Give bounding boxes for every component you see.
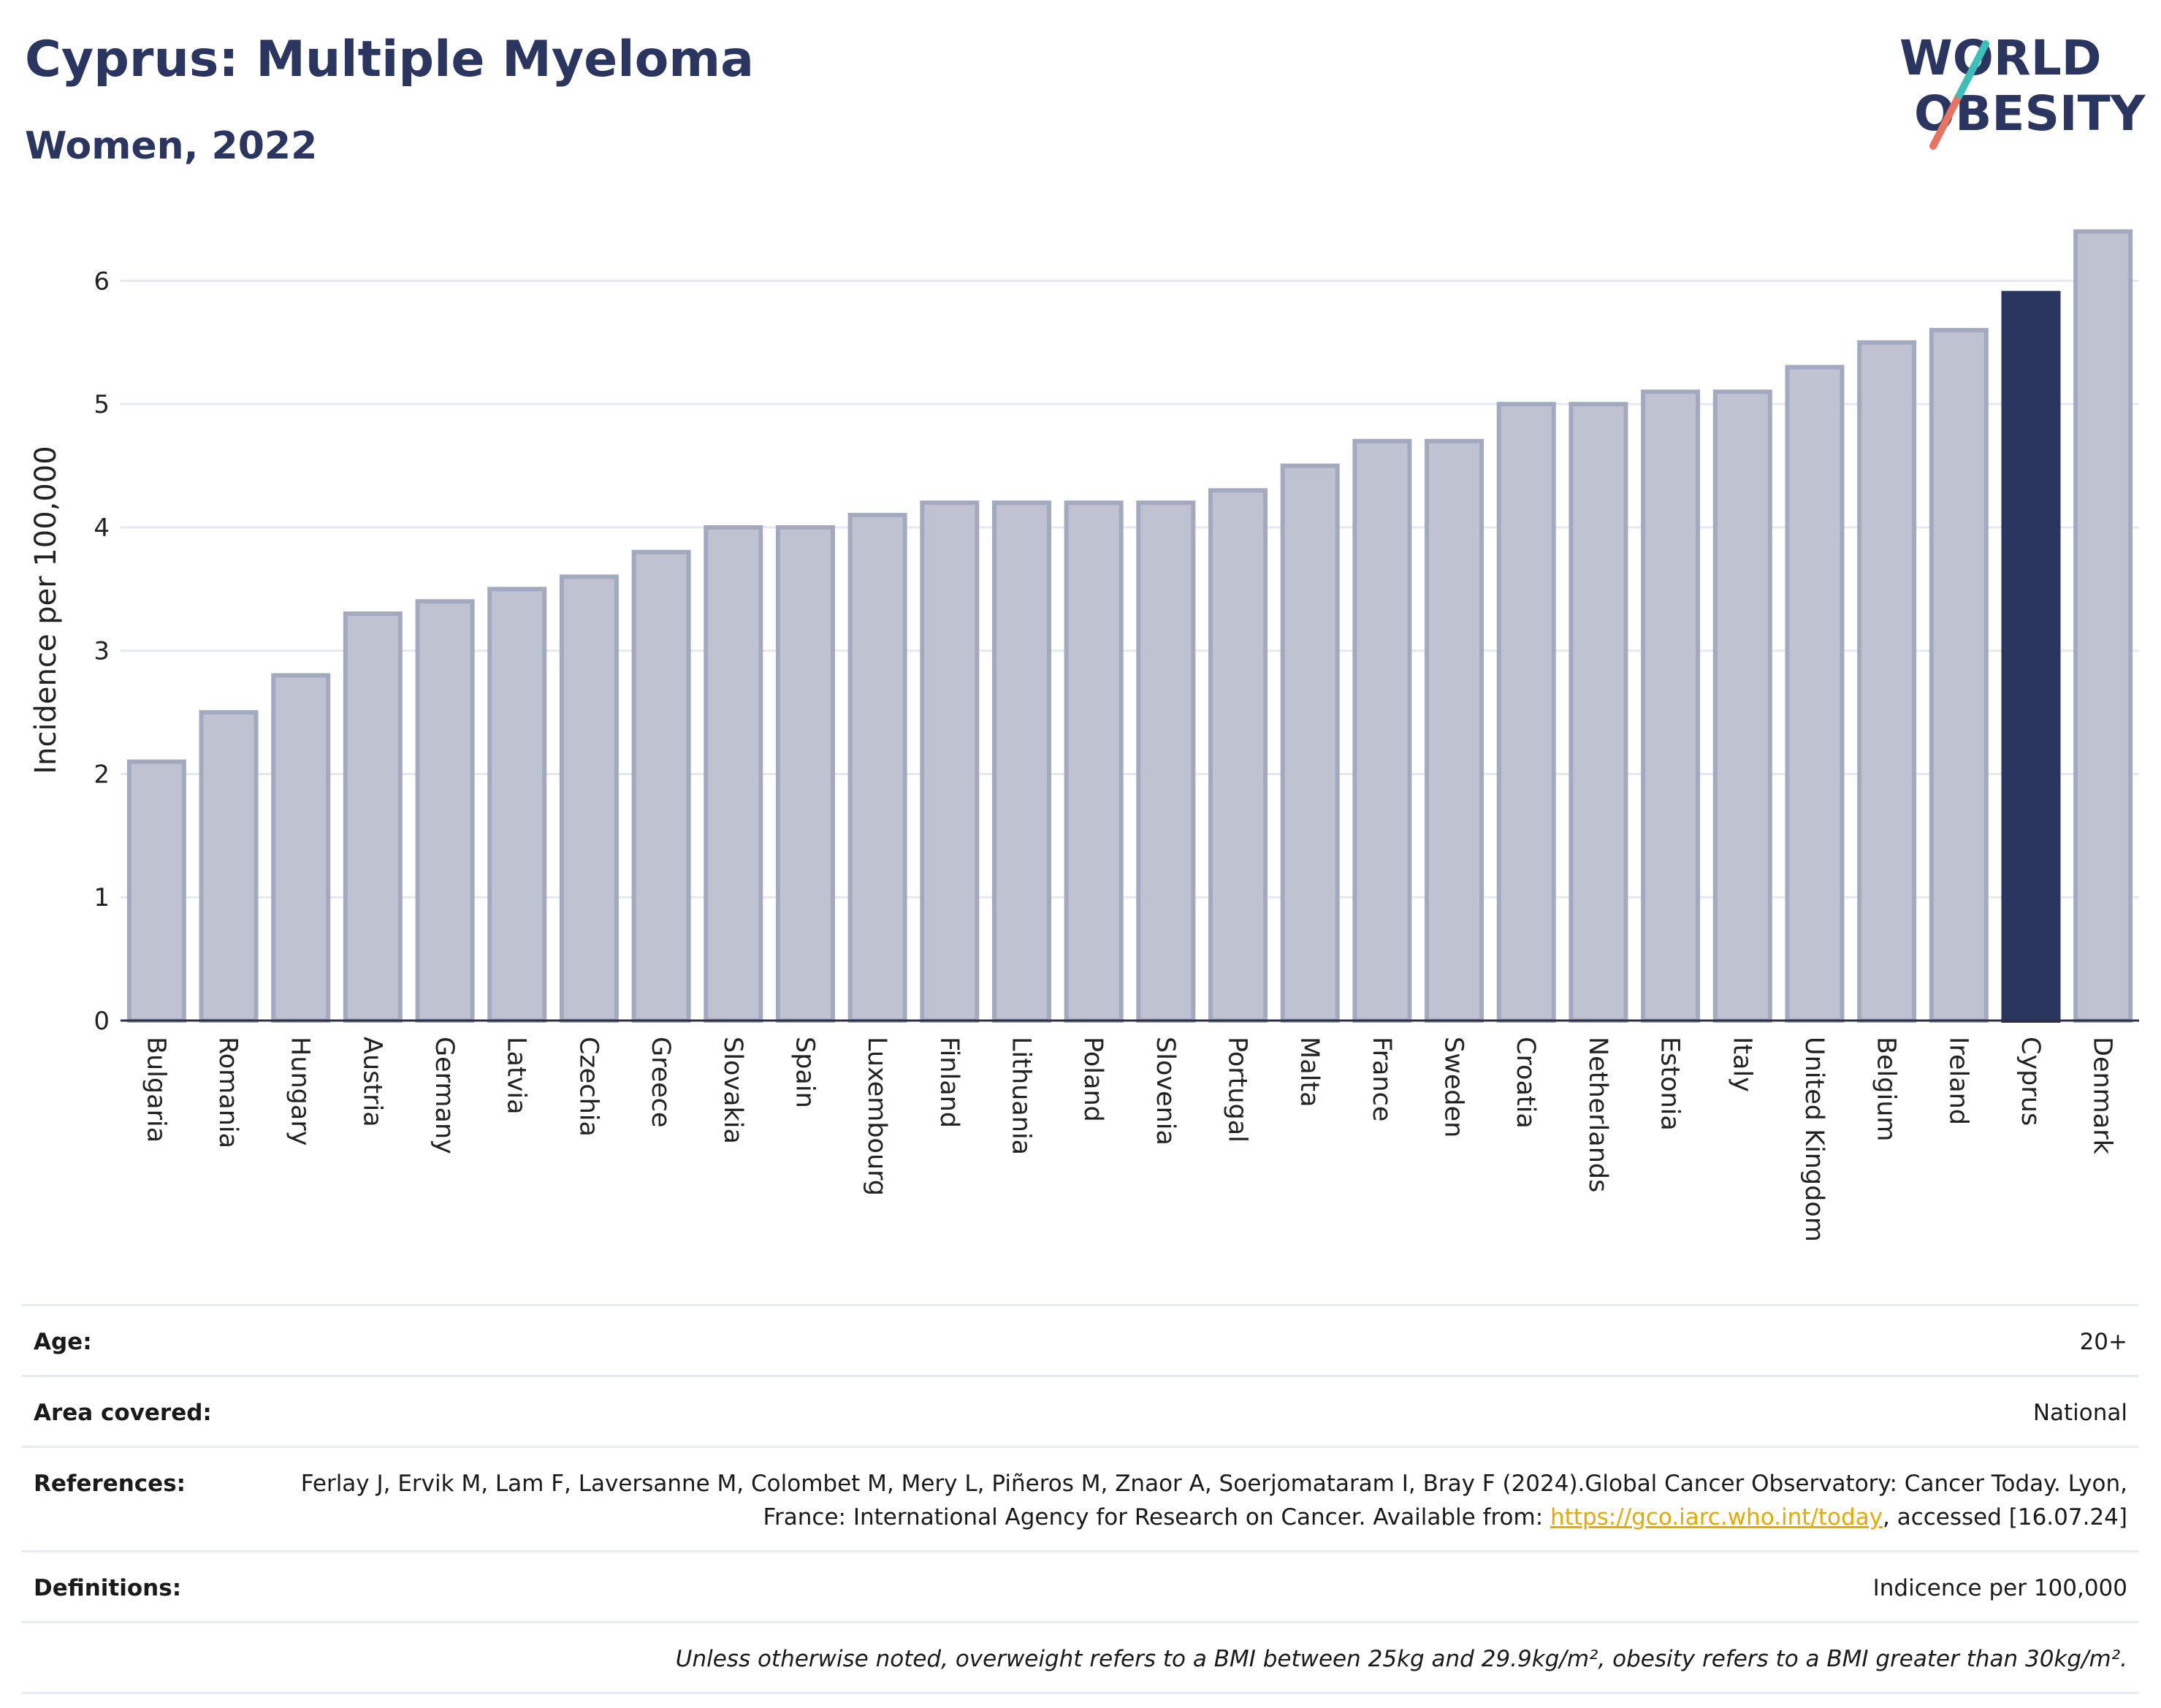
x-label-hungary: Hungary [286, 1037, 315, 1145]
info-row-definitions: Definitions: Indicence per 100,000 [22, 1550, 2139, 1621]
x-label-germany: Germany [430, 1037, 459, 1154]
references-link[interactable]: https://gco.iarc.who.int/today [1550, 1504, 1883, 1530]
bar-greece [631, 549, 691, 1023]
bar-france [1352, 438, 1412, 1023]
area-label: Area covered: [34, 1400, 212, 1426]
bar-poland [1064, 500, 1124, 1023]
bar-hungary [271, 673, 331, 1023]
chart-title: Cyprus: Multiple Myeloma [25, 31, 755, 88]
bar-lithuania [991, 500, 1051, 1023]
y-tick-label: 3 [94, 637, 110, 666]
bar-sweden [1425, 438, 1485, 1023]
x-label-italy: Italy [1727, 1037, 1756, 1092]
info-row-area: Area covered: National [22, 1375, 2139, 1446]
x-label-czechia: Czechia [573, 1037, 603, 1137]
bar-ireland [1929, 327, 1989, 1023]
info-table: Age: 20+ Area covered: National Referenc… [22, 1304, 2139, 1694]
bar-united-kingdom [1785, 365, 1845, 1023]
y-tick-label: 1 [94, 883, 110, 912]
bar-spain [775, 525, 835, 1023]
x-label-malta: Malta [1295, 1037, 1324, 1107]
x-label-lithuania: Lithuania [1006, 1037, 1035, 1155]
x-label-slovakia: Slovakia [718, 1037, 747, 1144]
x-label-netherlands: Netherlands [1583, 1037, 1612, 1192]
x-label-spain: Spain [790, 1037, 819, 1108]
references-text-2: , accessed [16.07.24] [1882, 1504, 2127, 1530]
age-label: Age: [34, 1329, 92, 1355]
y-tick-label: 2 [94, 760, 110, 789]
y-axis-title: Incidence per 100,000 [29, 446, 63, 774]
bar-netherlands [1569, 402, 1628, 1023]
area-value: National [2032, 1400, 2127, 1426]
x-label-bulgaria: Bulgaria [141, 1037, 170, 1143]
y-tick-label: 6 [94, 267, 110, 296]
y-tick-label: 4 [94, 514, 110, 543]
info-row-references: References: Ferlay J, Ervik M, Lam F, La… [22, 1446, 2139, 1550]
world-obesity-logo: WORLD OBESITY [1899, 30, 2146, 150]
x-label-france: France [1367, 1037, 1396, 1121]
x-label-greece: Greece [646, 1037, 675, 1128]
bar-austria [343, 611, 403, 1023]
bar-cyprus [2001, 291, 2061, 1023]
definitions-label: Definitions: [34, 1575, 182, 1601]
references-label: References: [34, 1471, 186, 1497]
references-value: Ferlay J, Ervik M, Lam F, Laversanne M, … [257, 1467, 2127, 1534]
bar-belgium [1857, 340, 1917, 1023]
y-tick-label: 5 [94, 390, 110, 419]
age-value: 20+ [2079, 1329, 2127, 1355]
x-label-cyprus: Cyprus [2016, 1037, 2045, 1126]
chart-subtitle: Women, 2022 [25, 124, 318, 168]
x-label-austria: Austria [357, 1037, 386, 1127]
bar-czechia [559, 574, 619, 1023]
x-label-sweden: Sweden [1439, 1037, 1468, 1137]
y-tick-label: 0 [94, 1007, 110, 1036]
info-row-age: Age: 20+ [22, 1304, 2139, 1375]
bar-portugal [1208, 488, 1268, 1023]
x-label-ireland: Ireland [1943, 1037, 1973, 1125]
x-label-latvia: Latvia [502, 1037, 531, 1115]
bar-luxembourg [847, 513, 907, 1023]
info-row-note: Unless otherwise noted, overweight refer… [22, 1621, 2139, 1694]
references-text-1: Ferlay J, Ervik M, Lam F, Laversanne M, … [300, 1471, 2127, 1530]
logo-slash-coral [1929, 91, 1963, 150]
bar-bulgaria [126, 759, 186, 1023]
bar-latvia [487, 587, 547, 1023]
bar-croatia [1496, 402, 1556, 1023]
bar-slovenia [1136, 500, 1196, 1023]
bar-finland [920, 500, 980, 1023]
x-label-romania: Romania [213, 1037, 243, 1148]
x-label-slovenia: Slovenia [1151, 1037, 1180, 1145]
definitions-value: Indicence per 100,000 [1872, 1575, 2127, 1601]
x-label-belgium: Belgium [1872, 1037, 1901, 1142]
bar-estonia [1641, 389, 1701, 1023]
bar-denmark [2073, 229, 2133, 1023]
x-label-denmark: Denmark [2088, 1037, 2117, 1155]
x-label-finland: Finland [934, 1037, 964, 1128]
bar-malta [1280, 463, 1340, 1023]
bar-germany [415, 599, 475, 1023]
bar-italy [1712, 389, 1772, 1023]
bars [126, 229, 2133, 1023]
x-label-poland: Poland [1078, 1037, 1108, 1122]
y-tick-labels: 0 1 2 3 4 5 6 [94, 267, 110, 1036]
x-label-portugal: Portugal [1223, 1037, 1252, 1143]
bar-chart: 0 1 2 3 4 5 6 Bulgaria Romania Hungary Austria Ger… [29, 229, 2139, 1242]
x-label-luxembourg: Luxembourg [862, 1037, 891, 1196]
bar-slovakia [704, 525, 763, 1023]
bar-romania [199, 710, 259, 1023]
x-category-labels: Bulgaria Romania Hungary Austria Germany Latv… [141, 1037, 2116, 1242]
x-label-croatia: Croatia [1511, 1037, 1540, 1129]
x-label-estonia: Estonia [1655, 1037, 1685, 1131]
obesity-note: Unless otherwise noted, overweight refer… [675, 1646, 2127, 1672]
logo-slash-teal [1956, 40, 1989, 99]
x-label-united-kingdom: United Kingdom [1799, 1037, 1829, 1242]
logo-line1: WORLD [1899, 30, 2102, 86]
